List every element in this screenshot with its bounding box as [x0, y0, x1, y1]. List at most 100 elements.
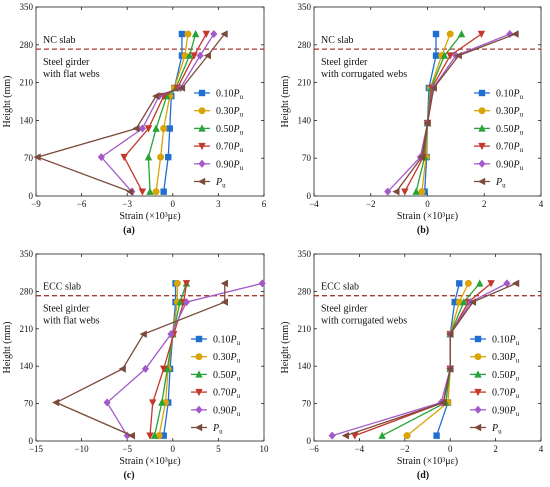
legend-marker	[195, 423, 203, 432]
data-point	[191, 30, 200, 38]
data-point	[182, 298, 191, 307]
data-point	[190, 52, 198, 60]
x-tick-label: −6	[309, 444, 319, 454]
data-point	[487, 280, 495, 288]
data-point	[392, 187, 400, 196]
y-tick-label: 280	[298, 40, 312, 50]
legend-marker	[478, 107, 486, 115]
data-point	[182, 280, 191, 288]
x-tick-label: −4	[309, 199, 319, 209]
chart-panel-c: −15 −10 −5 0 5 10 0 70 140 210 280 350 Strain (×10³μ…	[2, 249, 269, 481]
data-point	[97, 153, 105, 162]
data-point	[127, 431, 135, 440]
legend-marker	[198, 124, 206, 132]
legend-label: 0.90Pu	[496, 159, 524, 172]
legend-marker	[478, 177, 486, 186]
y-tick-label: 0	[307, 436, 312, 446]
data-point	[220, 298, 228, 306]
y-tick-label: 140	[298, 361, 312, 371]
data-point	[158, 398, 166, 406]
legend-label: 0.50Pu	[492, 370, 520, 383]
legend-label: 0.70Pu	[216, 142, 244, 155]
legend-marker	[198, 89, 206, 97]
x-tick-label: −3	[122, 199, 132, 209]
legend-marker	[198, 177, 206, 186]
x-axis-label: Strain (×10³με)	[397, 456, 458, 467]
girder-label: with corrugated webs	[321, 316, 407, 327]
data-point	[417, 153, 426, 161]
legend-marker	[198, 159, 206, 168]
slab-label: NC slab	[43, 35, 76, 46]
data-point	[163, 364, 172, 373]
plot-frame	[313, 253, 542, 442]
x-tick-label: 0	[448, 444, 453, 454]
data-point	[177, 84, 186, 92]
y-tick-label: 140	[298, 115, 312, 125]
data-point	[144, 125, 153, 133]
data-point	[506, 30, 514, 38]
data-point	[418, 188, 426, 196]
legend-marker	[474, 353, 482, 361]
x-tick-label: 3	[216, 199, 221, 209]
data-point	[446, 330, 454, 338]
girder-label: Steel girder	[43, 304, 90, 315]
data-point	[157, 153, 165, 161]
x-tick-label: 2	[482, 199, 487, 209]
legend-marker	[195, 370, 203, 378]
slab-label: ECC slab	[43, 282, 81, 293]
data-point	[384, 187, 392, 196]
series-6	[33, 30, 228, 196]
data-point	[439, 398, 447, 407]
series-6	[341, 279, 520, 440]
series-3	[144, 30, 200, 195]
data-point	[152, 92, 160, 100]
y-tick-label: 210	[298, 324, 312, 334]
x-tick-label: 4	[539, 444, 544, 454]
data-point	[451, 298, 458, 306]
data-point	[196, 51, 204, 60]
legend-label: 0.70Pu	[492, 388, 520, 401]
legend-marker	[478, 89, 486, 97]
chart-panel-d: −6 −4 −2 0 2 4 0 70 140 210 280 350 Strain (×10³με) H…	[280, 249, 544, 481]
data-point	[476, 279, 484, 287]
plot-frame	[35, 6, 265, 197]
y-tick-label: 280	[298, 286, 312, 296]
panel-caption: (b)	[417, 225, 429, 236]
y-tick-label: 0	[29, 436, 34, 446]
data-point	[202, 30, 210, 38]
data-point	[429, 84, 437, 92]
legend-label: 0.50Pu	[213, 370, 241, 383]
data-point	[432, 30, 440, 38]
series-4	[120, 30, 210, 196]
x-tick-label: 0	[171, 199, 176, 209]
x-tick-label: 6	[262, 199, 267, 209]
data-point	[351, 432, 359, 440]
legend-label: 0.10Pu	[492, 335, 520, 348]
y-tick-label: 350	[298, 249, 312, 259]
legend-label: 0.30Pu	[496, 106, 524, 119]
data-point	[203, 51, 211, 60]
y-tick-label: 350	[20, 2, 34, 12]
data-point	[126, 187, 134, 196]
girder-label: Steel girder	[43, 57, 90, 68]
y-axis-label: Height (mm)	[2, 322, 13, 374]
girder-label: with corrugated webs	[321, 69, 407, 80]
y-tick-label: 0	[29, 191, 34, 201]
girder-label: Steel girder	[321, 57, 368, 68]
data-point	[152, 124, 160, 132]
data-point	[423, 119, 431, 127]
data-point	[149, 399, 157, 407]
series-2	[152, 30, 192, 196]
legend-label: 0.70Pu	[496, 142, 524, 155]
data-point	[184, 30, 192, 38]
legend-marker	[478, 159, 486, 168]
data-point	[220, 30, 228, 38]
data-point	[150, 431, 159, 439]
series-6	[392, 30, 519, 196]
legend-marker	[474, 405, 482, 414]
chart-panel-b: −4 −2 0 2 4 0 70 140 210 280 350 Strain (×10³με) Hei…	[280, 2, 544, 236]
legend: 0.10Pu 0.30Pu 0.50Pu 0.70Pu 0.90Pu Pu	[194, 89, 244, 190]
data-point	[138, 124, 146, 133]
y-tick-label: 210	[20, 78, 34, 88]
data-point	[33, 153, 41, 161]
